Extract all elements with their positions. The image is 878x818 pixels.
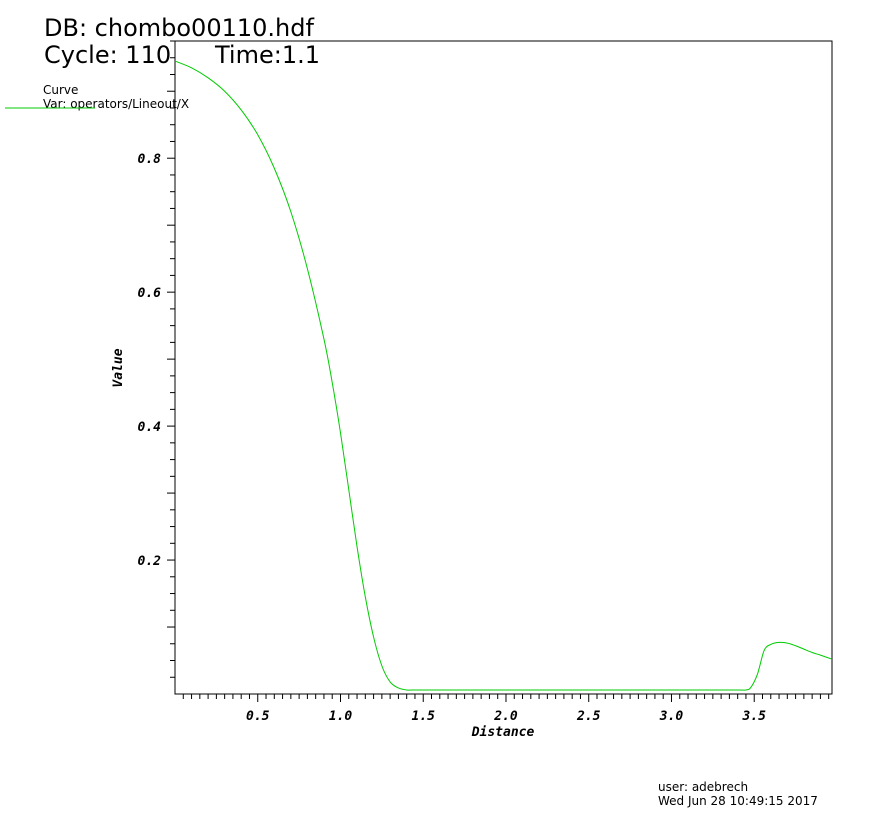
y-tick-label: 0.8: [138, 152, 162, 167]
footer-date: Wed Jun 28 10:49:15 2017: [658, 794, 818, 808]
x-axis-title: Distance: [471, 725, 535, 740]
y-tick-label: 0.2: [138, 554, 162, 569]
db-title: DB: chombo00110.hdf: [44, 14, 314, 42]
time-label: Time:1.1: [215, 41, 320, 69]
y-axis-title: Value: [111, 348, 126, 387]
x-axis-tick-labels: 0.5 1.0 1.5 2.0 2.5 3.0 3.5: [246, 709, 766, 724]
x-axis-ticks: [182, 694, 830, 702]
y-axis-tick-labels: 0.2 0.4 0.6 0.8: [138, 152, 162, 569]
x-tick-label: 2.5: [576, 709, 601, 724]
x-tick-label: 3.0: [659, 709, 684, 724]
plot-frame: [174, 40, 833, 695]
x-tick-label: 0.5: [246, 709, 270, 724]
legend-title: Curve: [43, 83, 79, 97]
x-tick-label: 1.0: [329, 709, 353, 724]
footer-user: user: adebrech: [658, 780, 749, 794]
x-tick-label: 3.5: [741, 709, 766, 724]
y-axis-ticks: [167, 40, 175, 678]
series-line: [174, 60, 833, 691]
y-tick-label: 0.6: [138, 286, 162, 301]
x-tick-label: 1.5: [411, 709, 435, 724]
x-tick-label: 2.0: [493, 709, 518, 724]
cycle-label: Cycle: 110: [44, 41, 172, 69]
y-tick-label: 0.4: [138, 420, 162, 435]
